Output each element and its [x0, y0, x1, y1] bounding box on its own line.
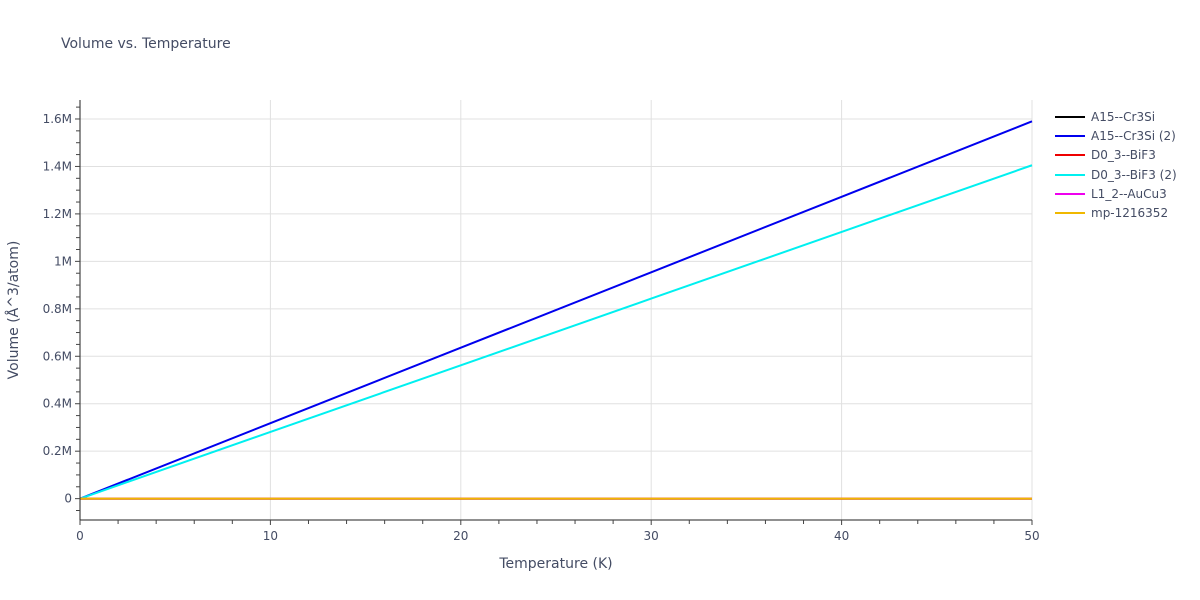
y-tick-label: 0	[64, 492, 72, 506]
legend-item[interactable]: L1_2--AuCu3	[1055, 184, 1177, 203]
y-tick-label: 0.2M	[43, 444, 72, 458]
y-tick-label: 1.2M	[43, 207, 72, 221]
series-line-a15-cr3si-2-[interactable]	[79, 120, 1033, 500]
x-tick-label: 10	[263, 529, 278, 543]
x-tick-label: 40	[834, 529, 849, 543]
legend-line-icon	[1055, 154, 1085, 157]
legend-item[interactable]: mp-1216352	[1055, 203, 1177, 222]
legend-label: mp-1216352	[1091, 206, 1169, 221]
y-tick-label: 0.8M	[43, 302, 72, 316]
legend-label: A15--Cr3Si	[1091, 109, 1156, 124]
legend-line-icon	[1055, 173, 1085, 176]
x-tick-label: 50	[1024, 529, 1039, 543]
legend-line-icon	[1055, 134, 1085, 137]
legend: A15--Cr3Si A15--Cr3Si (2) D0_3--BiF3 D0_3--…	[1055, 107, 1177, 223]
legend-item[interactable]: A15--Cr3Si (2)	[1055, 126, 1177, 145]
series-line-d0-3-bif3-2-[interactable]	[79, 164, 1033, 500]
y-tick-label: 0.6M	[43, 349, 72, 363]
chart-title: Volume vs. Temperature	[61, 36, 231, 52]
x-axis-title: Temperature (K)	[498, 556, 612, 572]
legend-item[interactable]: D0_3--BiF3 (2)	[1055, 165, 1177, 184]
y-tick-label: 1.6M	[43, 112, 72, 126]
y-tick-label: 1M	[54, 254, 72, 268]
legend-line-icon	[1055, 115, 1085, 118]
legend-line-icon	[1055, 212, 1085, 215]
x-tick-label: 30	[644, 529, 659, 543]
legend-item[interactable]: A15--Cr3Si	[1055, 107, 1177, 126]
x-tick-label: 20	[453, 529, 468, 543]
y-tick-label: 0.4M	[43, 397, 72, 411]
legend-label: D0_3--BiF3	[1091, 148, 1156, 163]
legend-label: A15--Cr3Si (2)	[1091, 128, 1176, 143]
x-tick-label: 0	[76, 529, 84, 543]
legend-item[interactable]: D0_3--BiF3	[1055, 146, 1177, 165]
y-tick-label: 1.4M	[43, 159, 72, 173]
legend-label: L1_2--AuCu3	[1091, 186, 1167, 201]
legend-line-icon	[1055, 192, 1085, 195]
legend-label: D0_3--BiF3 (2)	[1091, 167, 1177, 182]
y-axis-title: Volume (Å^3/atom)	[5, 241, 22, 380]
